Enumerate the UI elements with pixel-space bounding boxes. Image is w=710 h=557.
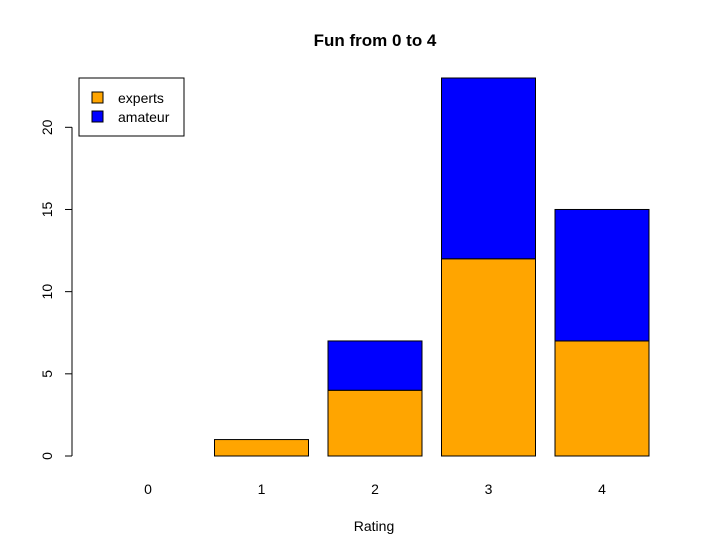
x-tick-label-3: 3 — [485, 481, 493, 497]
x-tick-label-1: 1 — [258, 481, 266, 497]
bar-amateur-4 — [554, 208, 650, 342]
x-tick-labels: 0 1 2 3 4 — [144, 481, 606, 497]
bar-experts-2 — [327, 389, 423, 457]
y-tick-label-0: 0 — [39, 452, 55, 460]
bars-group — [214, 77, 650, 457]
x-tick-label-2: 2 — [371, 481, 379, 497]
legend: experts amateur — [78, 77, 185, 137]
chart-title: Fun from 0 to 4 — [314, 31, 437, 50]
y-tick-label-15: 15 — [39, 201, 55, 217]
bar-experts-3 — [441, 258, 536, 457]
legend-swatch-amateur — [91, 110, 104, 123]
y-tick-label-20: 20 — [39, 119, 55, 135]
y-tick-label-10: 10 — [39, 284, 55, 300]
bar-amateur-3 — [441, 77, 536, 260]
bar-experts-4 — [554, 340, 650, 457]
bar-amateur-2 — [327, 340, 423, 391]
legend-label-experts: experts — [118, 90, 164, 106]
x-axis-label: Rating — [354, 518, 394, 534]
y-tick-label-5: 5 — [39, 370, 55, 378]
legend-label-amateur: amateur — [118, 109, 170, 125]
legend-box — [78, 77, 185, 137]
legend-swatch-experts — [91, 91, 104, 104]
x-tick-label-0: 0 — [144, 481, 152, 497]
y-axis: 0 5 10 15 20 — [39, 119, 73, 460]
x-tick-label-4: 4 — [598, 481, 606, 497]
bar-experts-1 — [214, 439, 309, 457]
